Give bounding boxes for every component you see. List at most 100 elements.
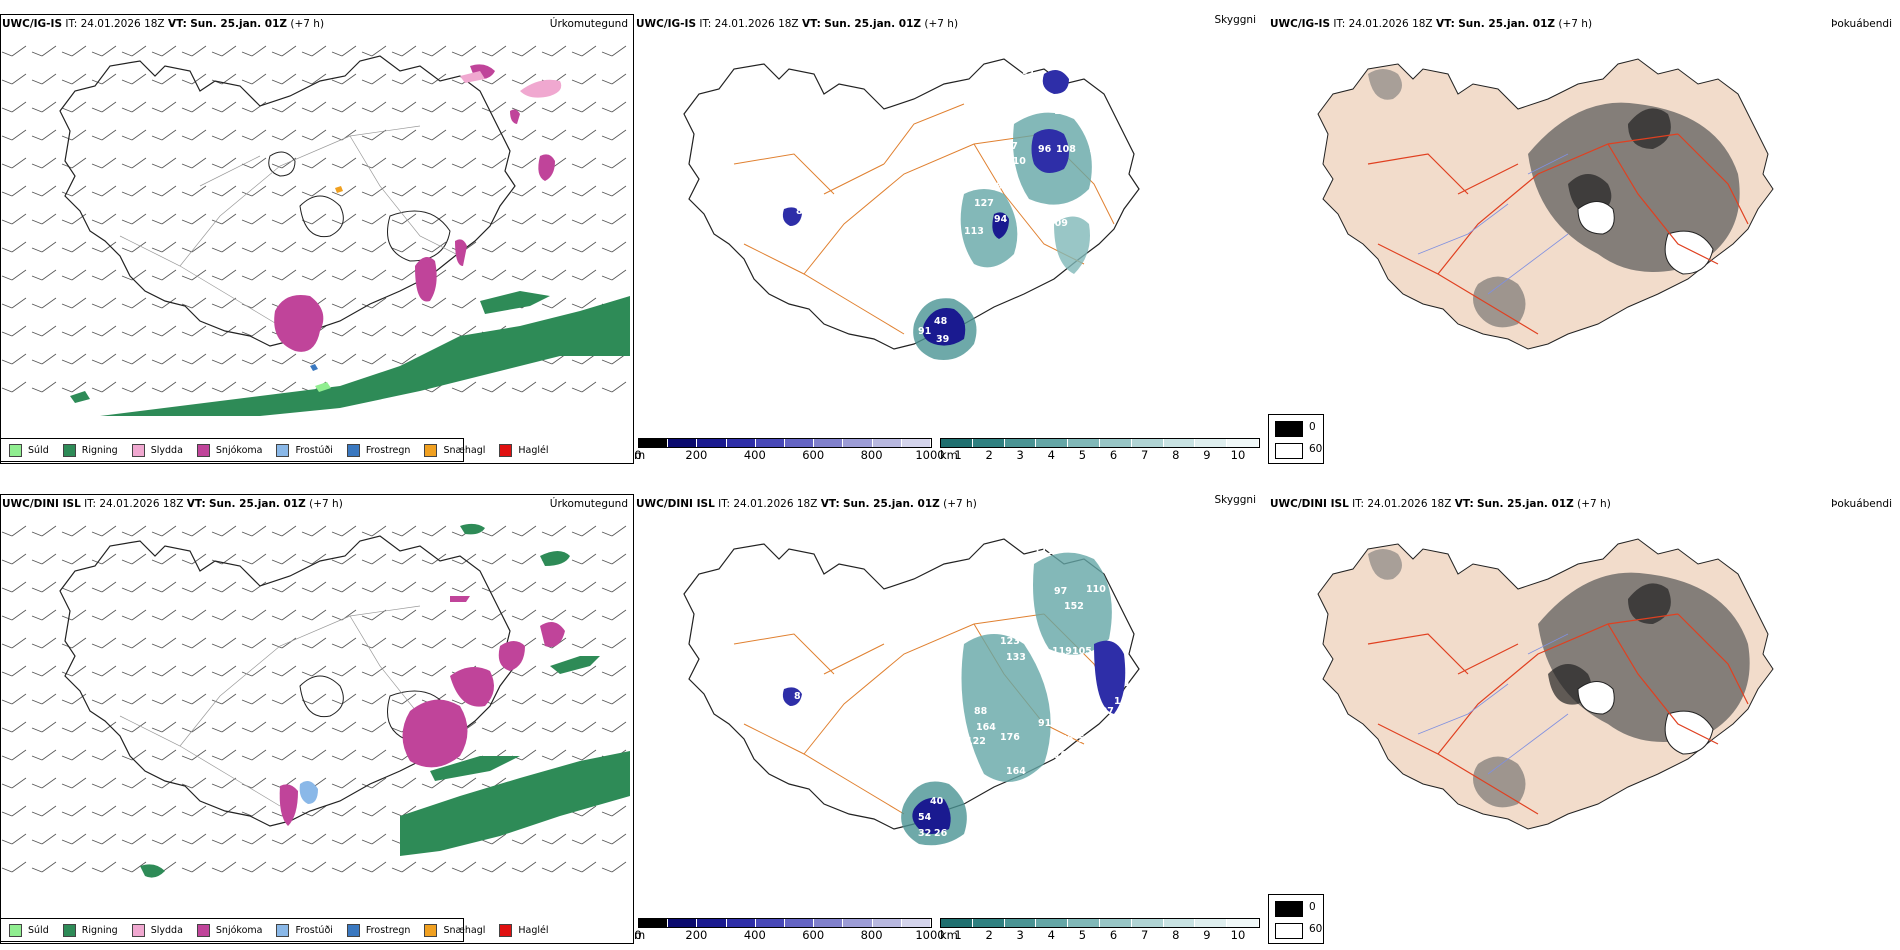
road-network xyxy=(1367,613,1749,815)
wind-barb xyxy=(211,325,237,337)
snow-area xyxy=(279,784,298,826)
wind-barb xyxy=(391,805,417,817)
colorbar-tick: 5 xyxy=(1078,928,1087,942)
wind-barb xyxy=(511,269,537,281)
ceiling-value-label: 91 xyxy=(1022,66,1035,77)
wind-barb xyxy=(211,45,237,57)
wind-barb xyxy=(1,805,27,817)
wind-barb xyxy=(601,525,627,537)
legend-swatch xyxy=(346,923,360,937)
rain-area xyxy=(460,523,485,535)
wind-barb xyxy=(91,157,117,169)
wind-barb xyxy=(211,353,237,365)
ceiling-value-label: 72 xyxy=(1024,271,1037,282)
wind-barb xyxy=(571,157,597,169)
wind-barb xyxy=(421,73,447,85)
wind-barb xyxy=(31,581,57,593)
precip-map xyxy=(1,45,630,416)
wind-barb xyxy=(211,665,237,677)
wind-barb xyxy=(331,581,357,593)
wind-barb xyxy=(391,777,417,789)
legend-swatch xyxy=(196,923,210,937)
model-name: UWC/IG-IS xyxy=(2,18,63,30)
wind-barb xyxy=(121,269,147,281)
precip-map-frame xyxy=(0,14,634,464)
wind-barb xyxy=(241,297,267,309)
wind-barb xyxy=(391,157,417,169)
wind-barb xyxy=(271,581,297,593)
panel-title: Skyggni xyxy=(1214,494,1257,506)
it-label: IT: xyxy=(1333,18,1346,30)
legend-label: Snjókoma xyxy=(215,924,263,936)
ceiling-value-label: 110 xyxy=(1006,156,1026,167)
fog-legend-min-swatch xyxy=(1275,923,1303,939)
wind-barb xyxy=(121,861,147,873)
wind-barb xyxy=(541,721,567,733)
wind-barb xyxy=(91,693,117,705)
wind-barb xyxy=(361,73,387,85)
wind-barb xyxy=(1,241,27,253)
wind-barb xyxy=(181,637,207,649)
legend-item: Snæhagl xyxy=(424,443,485,457)
wind-barb xyxy=(601,157,627,169)
wind-barb xyxy=(241,325,267,337)
wind-barb xyxy=(271,129,297,141)
wind-barb xyxy=(1,213,27,225)
wind-barb xyxy=(121,185,147,197)
wind-barb xyxy=(601,73,627,85)
wind-barb xyxy=(271,749,297,761)
wind-barb xyxy=(451,581,477,593)
ceiling-value-label: 108 xyxy=(1056,144,1076,155)
colorbar-tick: 1000 xyxy=(915,928,945,942)
wind-barb xyxy=(211,241,237,253)
wind-barb xyxy=(541,241,567,253)
wind-barb xyxy=(241,129,267,141)
legend-item: Rigning xyxy=(62,923,118,937)
legend-swatch xyxy=(499,923,513,937)
wind-barb xyxy=(391,185,417,197)
wind-barb xyxy=(541,129,567,141)
legend-item: Slydda xyxy=(131,443,183,457)
wind-barb xyxy=(301,637,327,649)
legend-item: Rigning xyxy=(62,443,118,457)
low-vis-area xyxy=(961,634,1051,782)
panel-title: Skyggni xyxy=(1214,14,1257,26)
ceiling-value-label: 124 xyxy=(808,154,828,165)
colorbar-segment xyxy=(972,439,1005,447)
wind-barb xyxy=(511,861,537,873)
wind-barb xyxy=(361,185,387,197)
wind-barb xyxy=(361,833,387,845)
wind-barb xyxy=(121,777,147,789)
wind-barb xyxy=(301,129,327,141)
wind-barb xyxy=(91,749,117,761)
wind-barb xyxy=(361,637,387,649)
colorbar-segment xyxy=(668,919,698,927)
vt-value: Sun. 25.jan. 01Z xyxy=(209,498,306,510)
wind-barb xyxy=(61,381,87,393)
wind-barb xyxy=(301,45,327,57)
ceiling-value-label: 107 xyxy=(1044,766,1064,777)
ceiling-value-label: 26 xyxy=(934,828,948,839)
wind-barb xyxy=(121,297,147,309)
wind-barb xyxy=(571,665,597,677)
wind-barb xyxy=(511,185,537,197)
colorbar-segment xyxy=(1131,439,1164,447)
snow-area xyxy=(538,154,555,181)
visibility-unit: km xyxy=(940,928,958,942)
iceland-outline xyxy=(59,55,516,347)
legend-item: Haglél xyxy=(499,923,549,937)
legend-item: Snæhagl xyxy=(424,923,485,937)
wind-barb xyxy=(571,297,597,309)
wind-barb xyxy=(451,185,477,197)
wind-barb xyxy=(91,381,117,393)
wind-barb xyxy=(181,721,207,733)
colorbar-tick: 3 xyxy=(1016,928,1024,942)
fog-legend: 0 60 xyxy=(1268,894,1324,944)
ceiling-value-label: 137 xyxy=(998,141,1018,152)
it-value: 24.01.2026 18Z xyxy=(1367,498,1452,510)
wind-barb xyxy=(481,381,507,393)
colorbar-segment xyxy=(972,919,1005,927)
wind-barb xyxy=(271,353,297,365)
wind-barb xyxy=(181,665,207,677)
